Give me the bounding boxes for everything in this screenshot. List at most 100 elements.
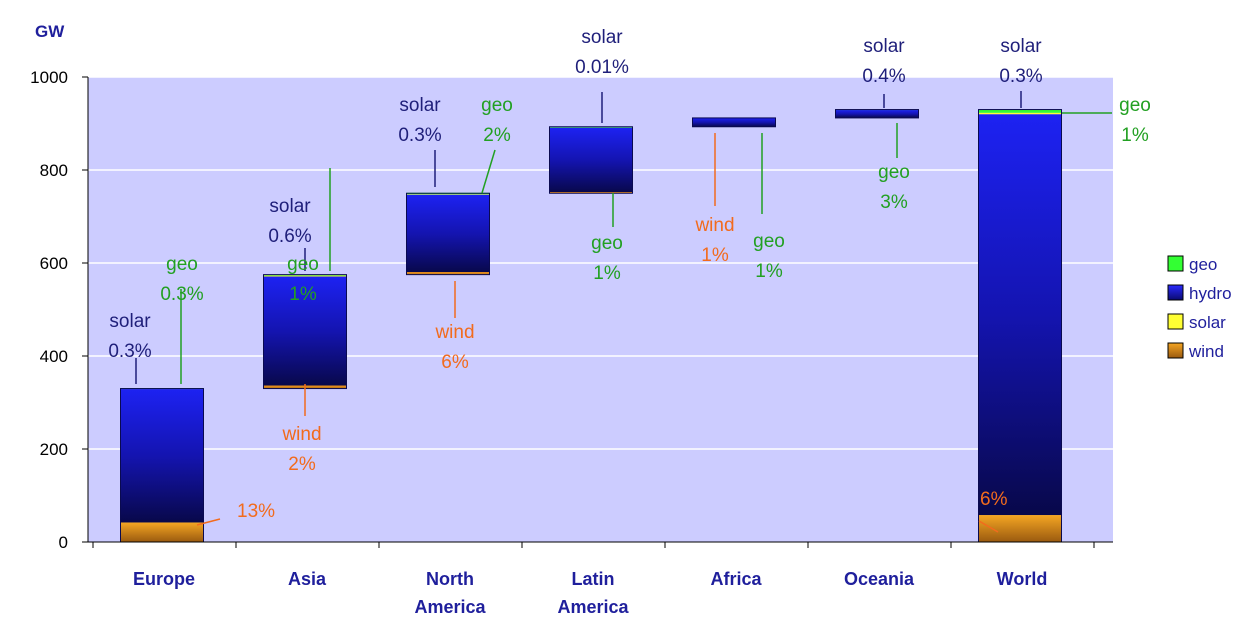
annotation-geo-6: geo 1% bbox=[1062, 95, 1151, 146]
annotation-text-solar-2: solar bbox=[399, 95, 441, 116]
legend-swatch-hydro bbox=[1167, 284, 1184, 301]
legend-swatch-geo bbox=[1167, 255, 1184, 272]
bar-hydro-4 bbox=[692, 117, 776, 127]
legend-item-hydro: hydro bbox=[1167, 284, 1232, 303]
annotation-geo-4: geo 1% bbox=[753, 133, 785, 282]
annotation-wind-1: wind 2% bbox=[281, 384, 322, 475]
annotation-text-geo-5: 3% bbox=[880, 192, 908, 213]
annotation-text-geo-6: geo bbox=[1119, 95, 1151, 116]
y-unit-label: GW bbox=[35, 22, 65, 41]
annotation-text-geo-0: 0.3% bbox=[160, 284, 203, 305]
bar-outline-2 bbox=[406, 192, 490, 276]
annotation-text-solar-6: solar bbox=[1000, 36, 1042, 57]
annotation-geo-0: geo 0.3% bbox=[160, 254, 204, 384]
bar-wind-2 bbox=[406, 272, 490, 275]
legend-swatch-solar bbox=[1167, 313, 1184, 330]
annotation-leader-wind-6 bbox=[978, 520, 999, 533]
annotation-text-solar-0: solar bbox=[109, 311, 151, 332]
legend-label-wind: wind bbox=[1188, 342, 1224, 361]
bar-hydro-1 bbox=[263, 276, 347, 387]
bar-group-3 bbox=[549, 126, 633, 194]
x-category-label: Latin bbox=[572, 569, 615, 589]
bar-outline-3 bbox=[549, 126, 633, 194]
legend-item-solar: solar bbox=[1167, 313, 1226, 332]
annotation-leader-wind-0 bbox=[196, 518, 221, 526]
axes: 0 200 400 600 800 1000 Europe Asia North America L… bbox=[30, 68, 1113, 617]
bar-hydro-5 bbox=[835, 110, 919, 118]
legend-label-geo: geo bbox=[1189, 255, 1217, 274]
x-category-label: America bbox=[557, 597, 629, 617]
y-tick-label: 600 bbox=[40, 254, 68, 273]
annotation-text-solar-3: 0.01% bbox=[575, 57, 629, 78]
bar-solar-6 bbox=[978, 112, 1062, 115]
y-tick-label: 1000 bbox=[30, 68, 68, 87]
annotation-text-geo-0: geo bbox=[166, 254, 198, 275]
x-category-label: Europe bbox=[133, 569, 195, 589]
annotation-text-geo-2: geo bbox=[481, 95, 513, 116]
annotation-solar-1: solar 0.6% bbox=[268, 196, 312, 271]
annotation-text-wind-6: 6% bbox=[980, 489, 1008, 510]
annotation-geo-5: geo 3% bbox=[878, 123, 910, 213]
bar-geo-6 bbox=[978, 109, 1062, 113]
x-category-label: Oceania bbox=[844, 569, 915, 589]
legend-label-hydro: hydro bbox=[1189, 284, 1232, 303]
annotation-text-geo-4: 1% bbox=[755, 261, 783, 282]
x-category-label: World bbox=[997, 569, 1048, 589]
bar-solar-2 bbox=[406, 194, 490, 195]
annotation-text-solar-0: 0.3% bbox=[108, 341, 151, 362]
annotation-text-wind-0: 13% bbox=[237, 501, 275, 522]
bar-solar-1 bbox=[263, 275, 347, 277]
annotation-text-geo-6: 1% bbox=[1121, 125, 1149, 146]
legend-label-solar: solar bbox=[1189, 313, 1226, 332]
annotation-wind-2: wind 6% bbox=[434, 281, 475, 373]
annotation-text-geo-3: geo bbox=[591, 233, 623, 254]
bars bbox=[120, 109, 1062, 543]
annotation-text-wind-1: wind bbox=[281, 424, 321, 445]
annotation-wind-4: wind 1% bbox=[694, 133, 735, 266]
bar-wind-0 bbox=[120, 522, 204, 542]
legend: geo hydro solar wind bbox=[1167, 255, 1232, 361]
annotation-solar-2: solar 0.3% bbox=[398, 95, 442, 187]
annotation-geo-2: geo 2% bbox=[481, 95, 513, 194]
bar-hydro-6 bbox=[978, 114, 1062, 516]
x-category-label: Asia bbox=[288, 569, 327, 589]
annotation-solar-6: solar 0.3% bbox=[999, 36, 1043, 108]
annotation-solar-0: solar 0.3% bbox=[108, 311, 152, 384]
annotation-text-geo-1: geo bbox=[287, 254, 319, 275]
annotation-text-solar-5: solar bbox=[863, 36, 905, 57]
annotation-text-solar-1: solar bbox=[269, 196, 311, 217]
annotation-geo-1: geo 1% bbox=[287, 168, 331, 305]
y-tick-label: 0 bbox=[59, 533, 68, 552]
annotation-text-solar-6: 0.3% bbox=[999, 66, 1042, 87]
annotation-text-wind-4: 1% bbox=[701, 245, 729, 266]
annotation-wind-0: 13% bbox=[196, 501, 275, 526]
annotation-geo-3: geo 1% bbox=[591, 193, 623, 284]
x-category-label: Africa bbox=[710, 569, 762, 589]
annotation-text-wind-1: 2% bbox=[288, 454, 316, 475]
annotation-text-geo-4: geo bbox=[753, 231, 785, 252]
legend-swatch-wind bbox=[1167, 342, 1184, 359]
y-tick-label: 800 bbox=[40, 161, 68, 180]
annotation-text-geo-2: 2% bbox=[483, 125, 511, 146]
annotation-text-solar-2: 0.3% bbox=[398, 125, 441, 146]
annotation-leader-geo-2 bbox=[481, 149, 496, 194]
annotation-solar-5: solar 0.4% bbox=[862, 36, 906, 108]
annotation-text-geo-5: geo bbox=[878, 162, 910, 183]
annotation-solar-3: solar 0.01% bbox=[575, 27, 629, 123]
annotation-text-geo-1: 1% bbox=[289, 284, 317, 305]
annotations: solar 0.3% geo 0.3% 13% solar 0.6% geo 1% wind 2% s… bbox=[108, 27, 1151, 533]
y-tick-label: 400 bbox=[40, 347, 68, 366]
annotation-text-geo-3: 1% bbox=[593, 263, 621, 284]
annotation-text-wind-2: 6% bbox=[441, 352, 469, 373]
annotation-text-wind-2: wind bbox=[434, 322, 474, 343]
annotation-text-solar-3: solar bbox=[581, 27, 623, 48]
bar-group-6 bbox=[978, 109, 1062, 543]
bar-hydro-2 bbox=[406, 194, 490, 273]
x-category-label: America bbox=[414, 597, 486, 617]
x-category-label: North bbox=[426, 569, 474, 589]
annotation-text-wind-4: wind bbox=[694, 215, 734, 236]
bar-outline-5 bbox=[835, 109, 919, 119]
bar-group-0 bbox=[120, 388, 204, 543]
legend-item-geo: geo bbox=[1167, 255, 1217, 274]
